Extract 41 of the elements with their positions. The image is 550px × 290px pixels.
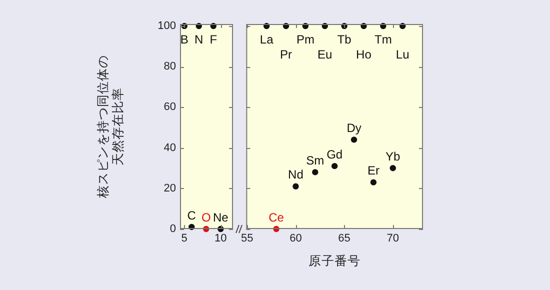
data-label: Dy [346,121,362,136]
point [292,183,299,190]
y-tick-label: 0 [170,223,176,236]
x-tick-label: 70 [386,232,400,245]
data-label: Sm [306,153,324,168]
x-tick-label: 65 [338,232,350,245]
data-label: Pr [280,47,292,62]
data-label: Tb [337,32,352,46]
data-label: Gd [326,147,343,162]
y-tick-label: 20 [164,182,176,194]
point [370,179,377,186]
data-label: Er [367,164,380,178]
data-label: Lu [396,47,410,62]
data-label: F [210,32,218,46]
data-label: Eu [318,47,332,62]
data-label: La [260,32,274,46]
point [390,165,396,172]
data-label: C [187,208,196,222]
y-tick-label: 100 [158,20,176,32]
data-label: Pm [296,32,314,46]
data-label: Ho [356,47,372,62]
data-label: Yb [386,149,401,164]
point [331,162,338,170]
y-tick-label: 80 [164,60,176,73]
data-label: O [201,210,211,224]
data-label: N [194,32,204,46]
data-label: Ce [268,210,284,224]
data-label: Tm [374,32,392,46]
y-axis-title: 核スピンを持つ同位体の天然存在比率 [94,55,125,199]
y-tick-label: 40 [164,142,176,154]
y-tick-label: 60 [164,101,176,114]
x-tick-label: 5 [181,232,188,245]
data-label: B [180,32,188,46]
x-tick-label: 60 [290,232,302,245]
point [350,136,358,143]
x-axis-title: 原子番号 [308,252,361,268]
data-label: Nd [288,168,304,182]
point [312,169,318,176]
x-tick-label: 10 [214,232,227,245]
data-label: Ne [212,210,229,224]
x-tick-label: 55 [241,232,254,245]
